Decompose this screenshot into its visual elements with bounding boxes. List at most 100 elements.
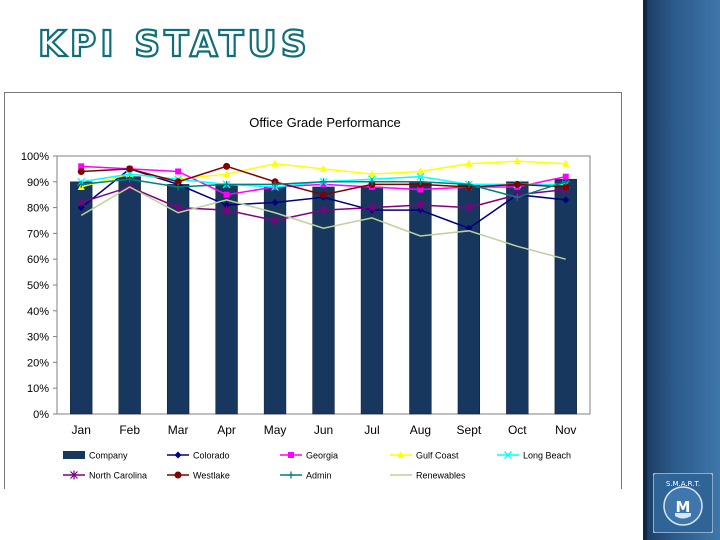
data-point [513,180,521,188]
data-point [320,164,327,172]
data-point [416,206,424,214]
legend-label: Colorado [193,451,230,461]
x-tick-label: Jun [314,423,333,437]
legend-label: Long Beach [523,451,571,461]
x-axis: Jan Feb Mar Apr May Jun Jul Aug Sept Oct Nov [72,423,577,437]
chart: Office Grade Performance 0% 10% 20% 30% 40% 5… [21,115,591,481]
data-point [465,224,473,232]
legend-item: Colorado [167,451,230,461]
y-tick-label: 20% [27,357,49,369]
data-point [464,203,473,213]
data-point [368,170,376,178]
data-point [174,451,182,459]
legend-item: Renewables [390,471,466,481]
legend-label: Georgia [306,451,338,461]
bar [70,181,93,415]
data-point [70,470,78,480]
series-admin [77,175,570,201]
y-tick-label: 10% [27,383,49,395]
x-tick-label: Jan [72,423,91,437]
data-point [223,201,231,209]
data-point [78,163,85,170]
x-tick-label: Apr [217,423,236,437]
y-tick-label: 80% [27,203,49,215]
series-line [80,186,566,260]
data-point [174,203,183,213]
y-tick-label: 30% [27,332,49,344]
data-point [126,165,134,173]
data-point [416,178,424,186]
legend-item: North Carolina [63,470,147,481]
y-tick-label: 50% [27,280,49,292]
smart-logo: M S.M.A.R.T. [653,473,713,533]
data-point [562,183,570,191]
data-point [504,451,512,459]
data-point [271,216,279,225]
bar [457,184,481,415]
y-tick-label: 0% [33,409,49,421]
data-point [287,471,295,479]
data-point [320,191,327,199]
slide-title: KPI STATUS [38,23,311,64]
data-point [465,159,473,167]
slide-title-text: KPI STATUS [38,24,311,64]
legend-label: Renewables [416,471,466,481]
legend-label: Westlake [193,471,230,481]
legend-label: Company [89,451,128,461]
data-point [126,175,134,183]
data-point [125,170,134,179]
legend-item: Gulf Coast [390,451,459,461]
data-point [562,178,570,186]
data-point [416,200,425,210]
y-tick-label: 90% [27,177,49,189]
data-point [174,178,182,186]
data-point [417,186,424,193]
data-point [513,157,521,165]
x-tick-label: Mar [168,423,189,437]
data-point [175,168,182,175]
bar [166,184,190,415]
y-tick-label: 100% [21,151,49,163]
data-point [223,191,230,198]
x-tick-label: Nov [555,423,576,437]
data-point [319,205,328,215]
data-point [368,203,376,213]
svg-text:M: M [676,498,691,516]
sidebar-panel [643,0,720,540]
chart-title: Office Grade Performance [249,115,401,130]
y-tick-label: 70% [27,228,49,240]
sidebar-edge [643,0,647,540]
data-point [223,170,231,178]
chart-panel: Office Grade Performance 0% 10% 20% 30% 40% 5… [4,92,622,489]
legend-item: Westlake [167,471,230,481]
data-point [77,197,86,207]
legend-item: Georgia [280,451,338,461]
data-point [288,452,294,458]
bar [215,184,238,415]
legend-item: Long Beach [497,451,571,461]
data-point [562,173,569,180]
data-point [174,183,182,191]
x-tick-label: Feb [119,423,140,437]
bar-series [70,176,577,415]
legend-item: Admin [280,471,332,481]
legend-item: Company [63,451,128,461]
legend-label: Admin [306,471,332,481]
data-point [77,180,85,188]
data-point [368,178,376,186]
x-tick-label: Sept [457,423,482,437]
bar [506,181,529,415]
legend-label: Gulf Coast [416,451,459,461]
legend-swatch [63,451,85,459]
x-tick-label: Oct [508,423,527,437]
data-point [562,196,570,204]
data-point [222,205,231,215]
data-point [465,180,473,188]
line-series [77,157,570,260]
data-point [397,451,405,458]
bar [312,186,335,415]
data-point [271,198,279,206]
bar [554,178,577,415]
legend-label: North Carolina [89,471,147,481]
data-point [513,193,521,201]
